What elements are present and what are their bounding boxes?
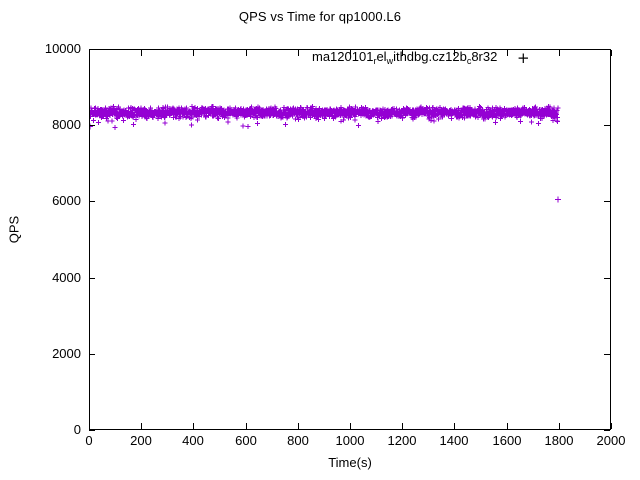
x-tick-mark-top — [402, 50, 403, 56]
y-tick-mark — [89, 354, 95, 355]
data-points — [90, 103, 561, 203]
x-axis-label: Time(s) — [328, 455, 372, 470]
x-tick-mark-top — [89, 50, 90, 56]
legend: ma120101relwithdbg.cz12bc8r32 + — [312, 48, 549, 67]
data-series-canvas — [90, 103, 561, 203]
x-tick-label: 1800 — [544, 433, 574, 448]
x-tick-label: 0 — [85, 433, 93, 448]
y-tick-mark-right — [604, 49, 610, 50]
x-tick-mark — [193, 423, 194, 429]
y-tick-label: 2000 — [52, 346, 81, 361]
x-tick-mark — [454, 423, 455, 429]
x-tick-label: 1400 — [439, 433, 469, 448]
x-tick-mark-top — [507, 50, 508, 56]
legend-key-plus-icon: + — [517, 48, 530, 67]
y-tick-mark — [89, 49, 95, 50]
x-tick-label: 1000 — [335, 433, 365, 448]
y-tick-label: 8000 — [52, 117, 81, 132]
x-tick-mark-top — [193, 50, 194, 56]
y-tick-label: 4000 — [52, 270, 81, 285]
y-tick-label: 0 — [73, 422, 81, 437]
x-tick-label: 2000 — [596, 433, 626, 448]
x-tick-mark — [559, 423, 560, 429]
x-tick-label: 800 — [287, 433, 309, 448]
y-tick-mark — [89, 278, 95, 279]
x-tick-mark — [611, 423, 612, 429]
x-tick-mark-top — [246, 50, 247, 56]
x-tick-mark-top — [611, 50, 612, 56]
y-tick-mark — [89, 125, 95, 126]
y-tick-mark — [89, 430, 95, 431]
chart-title: QPS vs Time for qp1000.L6 — [238, 9, 402, 24]
y-axis-label: QPS — [6, 215, 22, 244]
y-tick-mark-right — [604, 278, 610, 279]
y-tick-mark-right — [604, 125, 610, 126]
x-tick-label: 200 — [130, 433, 152, 448]
x-tick-mark-top — [350, 50, 351, 56]
x-tick-mark — [246, 423, 247, 429]
x-tick-mark-top — [559, 50, 560, 56]
x-tick-mark — [350, 423, 351, 429]
y-tick-mark-right — [604, 430, 610, 431]
x-tick-label: 1600 — [492, 433, 522, 448]
x-tick-label: 400 — [182, 433, 204, 448]
y-tick-mark — [89, 201, 95, 202]
x-tick-label: 600 — [235, 433, 257, 448]
x-tick-label: 1200 — [387, 433, 417, 448]
plot-area — [89, 49, 611, 430]
legend-entry-label: ma120101relwithdbg.cz12bc8r32 — [312, 49, 498, 66]
x-tick-mark — [402, 423, 403, 429]
x-tick-mark — [89, 423, 90, 429]
x-tick-mark-top — [454, 50, 455, 56]
x-tick-mark-top — [298, 50, 299, 56]
x-tick-mark — [507, 423, 508, 429]
x-tick-mark — [298, 423, 299, 429]
y-tick-label: 10000 — [44, 41, 81, 56]
x-tick-mark — [141, 423, 142, 429]
y-tick-mark-right — [604, 201, 610, 202]
x-tick-mark-top — [141, 50, 142, 56]
y-tick-mark-right — [604, 354, 610, 355]
y-tick-label: 6000 — [52, 193, 81, 208]
